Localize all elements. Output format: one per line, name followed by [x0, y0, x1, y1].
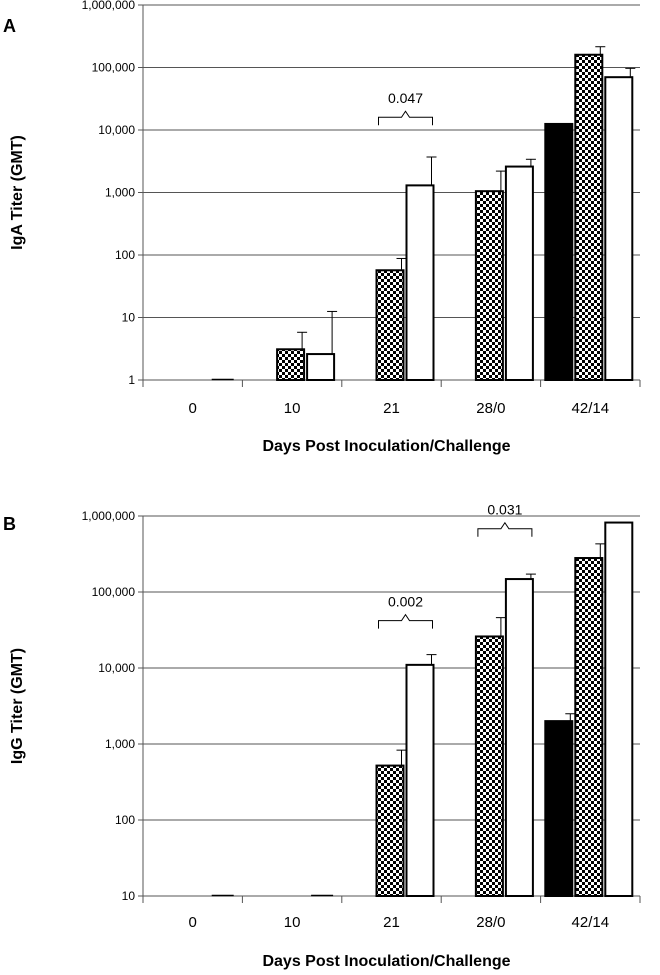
bar [574, 557, 604, 897]
bar [474, 635, 504, 897]
bar [544, 720, 574, 897]
p-value-label: 0.031 [487, 502, 522, 518]
y-tick-label: 1,000 [105, 737, 135, 751]
y-tick-label: 1,000,000 [82, 0, 136, 12]
bar [276, 348, 306, 381]
bar [574, 53, 604, 382]
bar [405, 184, 435, 381]
y-tick-label: 1,000 [105, 186, 135, 200]
y-tick-label: 100 [115, 248, 135, 262]
significance-bracket [378, 613, 433, 629]
y-tick-label: 100 [115, 813, 135, 827]
x-tick-label: 21 [383, 914, 400, 931]
y-tick-label: 100,000 [92, 585, 136, 599]
bar [306, 353, 336, 382]
panel-b: 10 100 1,000 10,000 100,000 1,000,000 0 10 21 28/… [3, 502, 641, 970]
y-tick-label: 10 [122, 311, 136, 325]
x-tick-label: 10 [284, 914, 301, 931]
x-tick-label: 28/0 [476, 400, 505, 417]
bar [504, 165, 534, 381]
p-value-label: 0.002 [388, 594, 423, 610]
bar [504, 578, 534, 897]
bar [604, 521, 634, 898]
y-axis-title: IgG Titer (GMT) [9, 648, 26, 764]
y-tick-label: 1,000,000 [82, 509, 136, 523]
y-tick-label: 100,000 [92, 61, 136, 75]
bar [405, 663, 435, 897]
bar [544, 122, 574, 382]
x-tick-label: 28/0 [476, 914, 505, 931]
p-value-label: 0.047 [388, 90, 423, 106]
panel-label: B [3, 514, 16, 534]
x-tick-label: 0 [189, 914, 197, 931]
bar [375, 269, 405, 381]
x-tick-label: 10 [284, 400, 301, 417]
y-tick-label: 10 [122, 889, 136, 903]
panel-a: 1 10 100 1,000 10,000 100,000 1,000,000 0 10 21 28… [3, 0, 641, 455]
bar [604, 76, 634, 382]
y-tick-label: 10,000 [98, 661, 135, 675]
bar [474, 190, 504, 381]
x-tick-label: 42/14 [572, 400, 610, 417]
panel-label: A [3, 16, 16, 36]
bar [375, 764, 405, 897]
x-tick-label: 0 [189, 400, 197, 417]
x-axis-title: Days Post Inoculation/Challenge [262, 953, 510, 970]
y-axis-title: IgA Titer (GMT) [9, 135, 26, 250]
significance-bracket [477, 521, 533, 537]
significance-bracket [378, 110, 433, 126]
y-tick-label: 1 [128, 373, 135, 387]
y-tick-label: 10,000 [98, 123, 135, 137]
x-tick-label: 21 [383, 400, 400, 417]
x-tick-label: 42/14 [572, 914, 610, 931]
x-axis-title: Days Post Inoculation/Challenge [262, 438, 510, 455]
